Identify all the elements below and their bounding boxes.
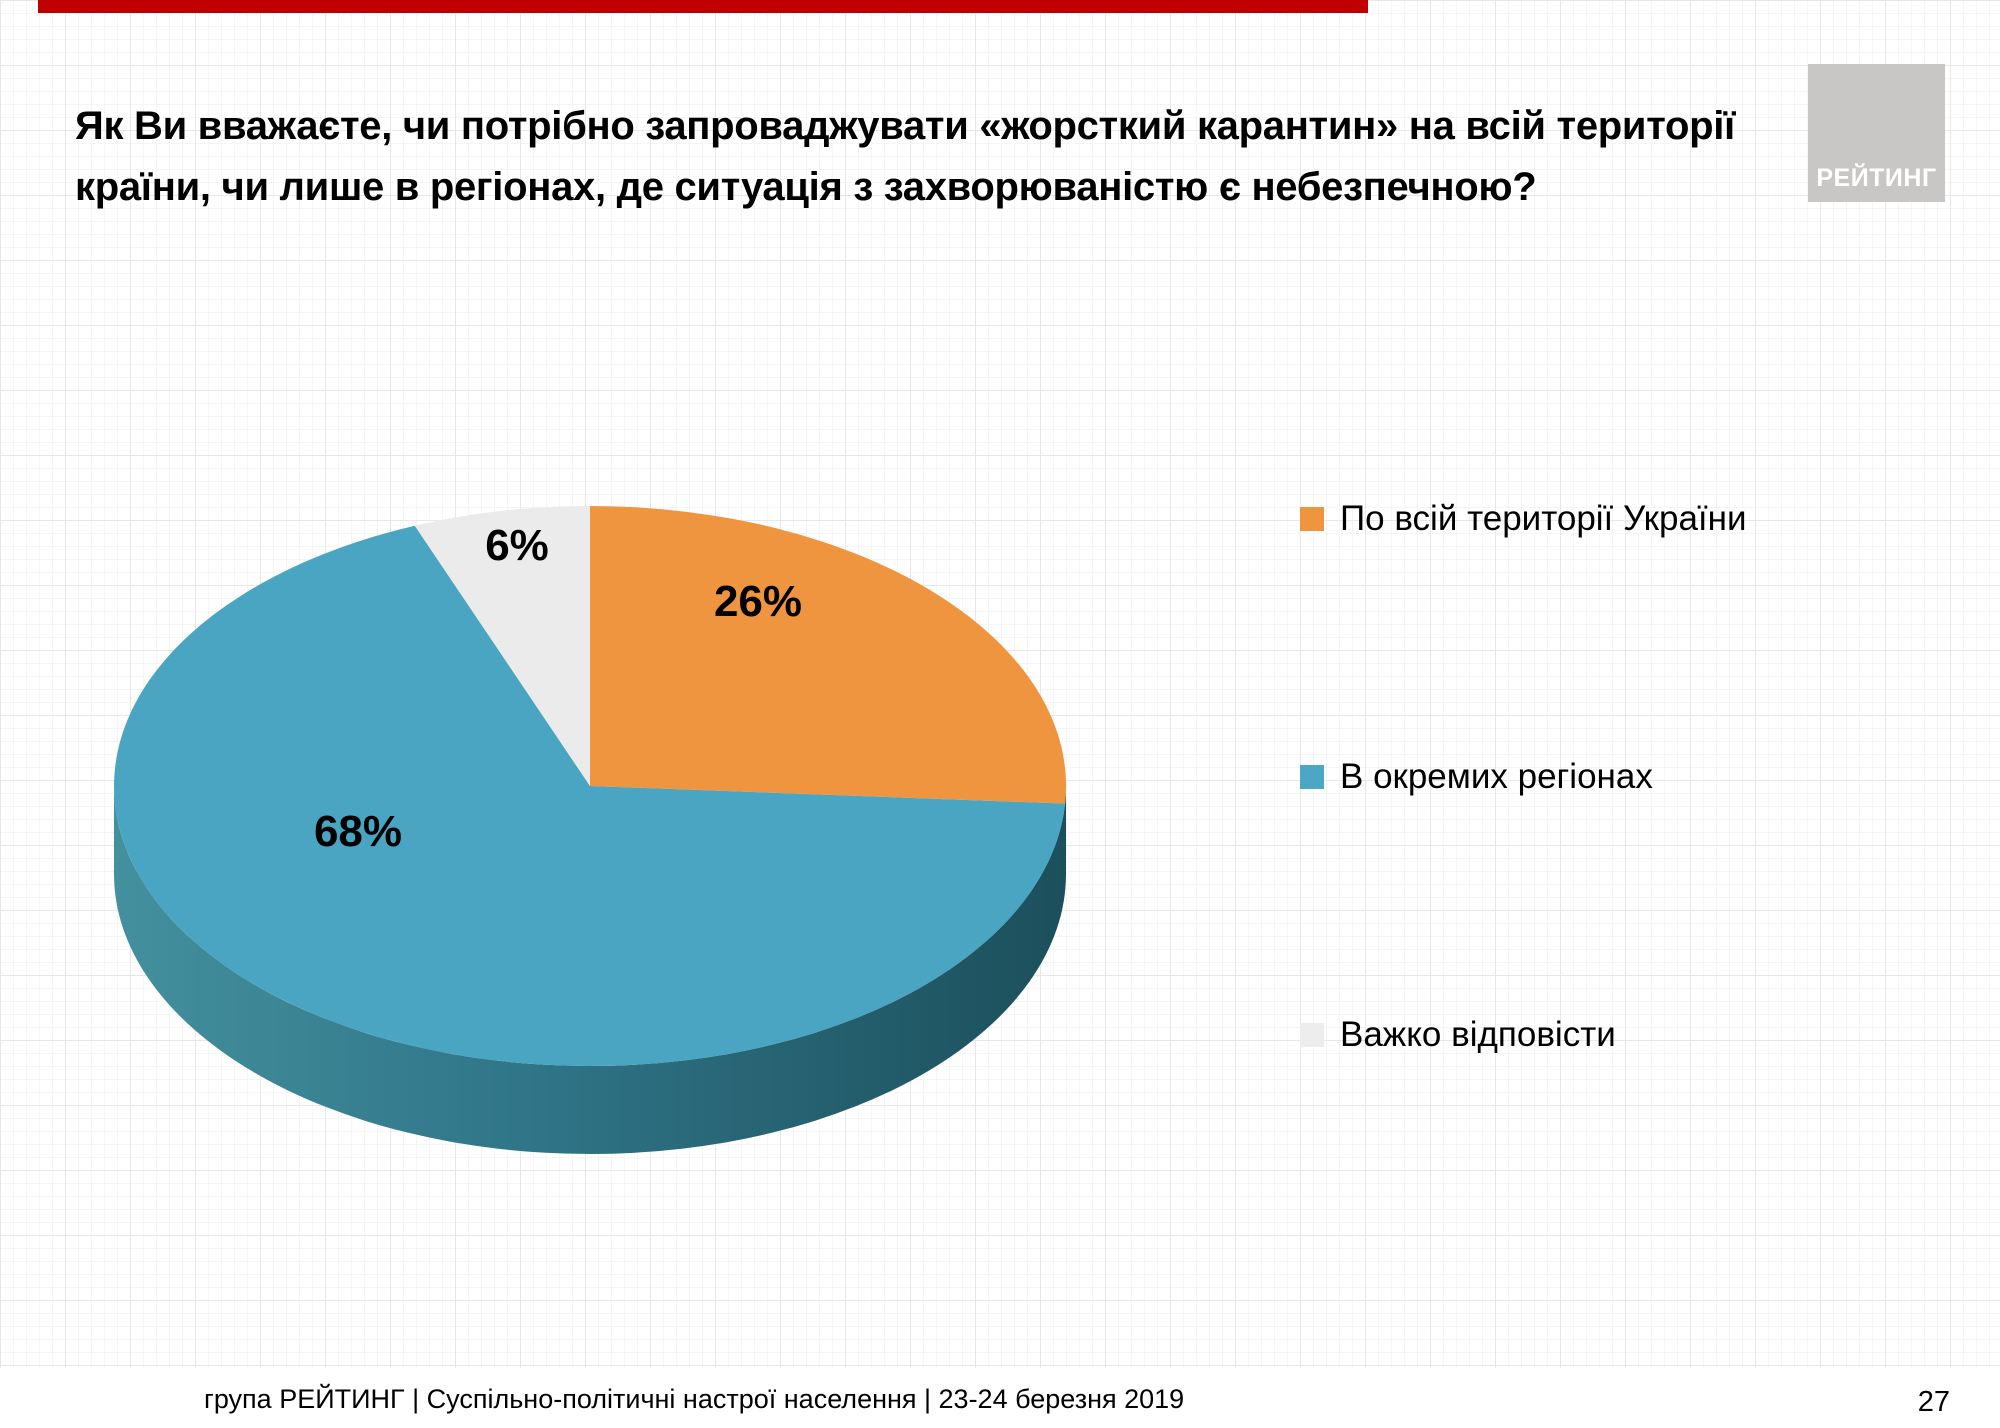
top-accent-bar — [38, 0, 1368, 13]
legend-label-separate-regions: В окремих регіонах — [1340, 757, 1653, 796]
data-label-hard-to-answer: 6% — [485, 521, 549, 570]
legend-item-hard-to-answer: Важко відповісти — [1300, 1011, 1616, 1059]
footer-source-line: група РЕЙТИНГ | Суспільно-політичні наст… — [204, 1384, 1185, 1414]
legend-swatch-teal — [1300, 765, 1324, 789]
slide-title: Як Ви вважаєте, чи потрібно запроваджува… — [75, 96, 1755, 218]
rating-logo-text: РЕЙТИНГ — [1816, 164, 1937, 192]
pie-slice-separate-regions — [114, 525, 1066, 1067]
legend-item-all-territory: По всій території України — [1300, 495, 1747, 543]
legend-item-separate-regions: В окремих регіонах — [1300, 753, 1653, 801]
page-number: 27 — [1917, 1386, 1950, 1418]
data-label-all-territory: 26% — [713, 577, 803, 626]
data-label-separate-regions: 68% — [313, 807, 403, 856]
pie-side-3d — [114, 786, 1066, 1154]
legend-swatch-orange — [1300, 507, 1324, 531]
slide-title-line2: країни, чи лише в регіонах, де ситуація … — [75, 165, 1537, 209]
legend-label-hard-to-answer: Важко відповісти — [1340, 1015, 1616, 1054]
pie-slice-all-territory — [590, 506, 1067, 804]
pie-slice-hard-to-answer — [414, 506, 590, 786]
legend-swatch-gray — [1300, 1023, 1324, 1047]
slide-title-line1: Як Ви вважаєте, чи потрібно запроваджува… — [75, 104, 1735, 148]
legend-label-all-territory: По всій території України — [1340, 499, 1747, 538]
rating-logo: РЕЙТИНГ — [1808, 64, 1945, 202]
